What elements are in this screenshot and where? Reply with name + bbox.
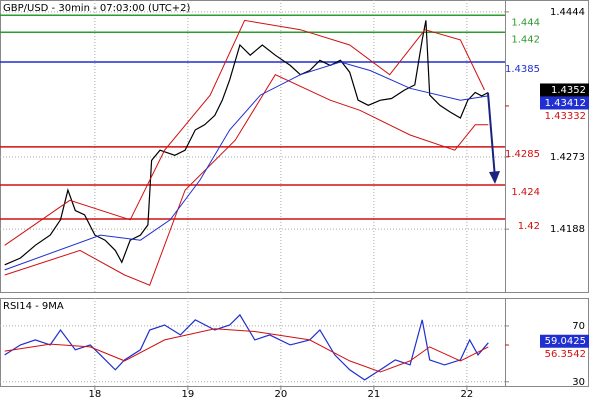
axis-frame xyxy=(505,0,589,293)
x-tick-label: 21 xyxy=(368,389,381,400)
forecast-arrowhead xyxy=(489,171,500,184)
x-tick-label: 22 xyxy=(461,389,474,400)
x-tick-label: 19 xyxy=(181,389,194,400)
y-tick-label: 30 xyxy=(572,377,585,388)
series-line xyxy=(4,313,489,381)
level-label: 1.42 xyxy=(518,221,540,232)
chart-title: GBP/USD - 30min - 07:03:00 (UTC+2) xyxy=(3,3,190,14)
level-label: 1.444 xyxy=(511,17,540,28)
y-tick-label: 1.4444 xyxy=(550,7,585,18)
level-label: 1.4385 xyxy=(505,64,540,75)
last-value-label: 1.4352 xyxy=(551,85,586,96)
series-line xyxy=(4,74,489,286)
series-line xyxy=(4,328,489,373)
last-value-box xyxy=(540,83,589,97)
last-value-box xyxy=(540,96,589,110)
level-label: 1.424 xyxy=(511,187,540,198)
level-label: 1.442 xyxy=(511,34,540,45)
series-line xyxy=(4,19,485,246)
last-value-label: 1.43332 xyxy=(545,111,586,122)
x-tick-label: 20 xyxy=(274,389,287,400)
series-line xyxy=(4,61,489,271)
last-value-label: 56.3542 xyxy=(545,349,586,360)
last-value-box xyxy=(540,334,589,348)
last-value-label: 59.0425 xyxy=(545,336,586,347)
y-tick-label: 1.4188 xyxy=(550,224,585,235)
rsi-title: RSI14 - 9MA xyxy=(3,301,64,312)
x-tick-label: 18 xyxy=(88,389,101,400)
level-label: 1.4285 xyxy=(505,149,540,160)
y-tick-label: 70 xyxy=(572,321,585,332)
y-tick-label: 1.4273 xyxy=(550,152,585,163)
forecast-arrow xyxy=(487,92,496,179)
last-value-label: 1.43412 xyxy=(545,98,586,109)
series-line xyxy=(4,20,489,266)
